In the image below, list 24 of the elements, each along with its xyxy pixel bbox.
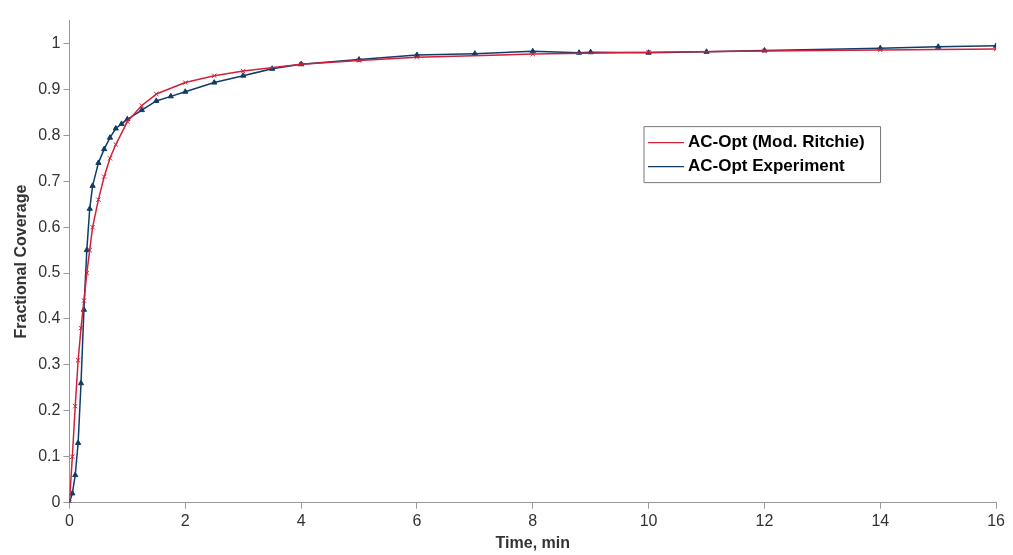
y-tick-label: 0.1 — [38, 447, 61, 465]
y-tick-label: 0.7 — [38, 171, 61, 189]
y-tick-label: 0.2 — [38, 401, 61, 419]
x-tick-label: 16 — [987, 511, 1006, 529]
x-tick-label: 4 — [296, 511, 306, 529]
legend-label: AC-Opt Experiment — [687, 156, 846, 176]
x-axis-title: Time, min — [495, 533, 570, 551]
x-tick-label: 0 — [64, 511, 74, 529]
x-tick-label: 12 — [755, 511, 774, 529]
y-tick-label: 1 — [51, 33, 61, 51]
x-tick-label: 2 — [180, 511, 190, 529]
x-tick-label: 10 — [639, 511, 658, 529]
y-tick-label: 0.9 — [38, 79, 61, 97]
y-tick-label: 0 — [51, 493, 61, 511]
y-tick-label: 0.3 — [38, 355, 61, 373]
y-tick-label: 0.6 — [38, 217, 61, 235]
y-tick-label: 0.4 — [38, 309, 61, 327]
x-tick-label: 8 — [528, 511, 538, 529]
y-tick-label: 0.5 — [38, 263, 61, 281]
x-tick-label: 6 — [412, 511, 422, 529]
x-tick-label: 14 — [871, 511, 890, 529]
y-axis-title: Fractional Coverage — [12, 184, 30, 339]
y-tick-label: 0.8 — [38, 125, 61, 143]
legend-label: AC-Opt (Mod. Ritchie) — [687, 132, 865, 152]
